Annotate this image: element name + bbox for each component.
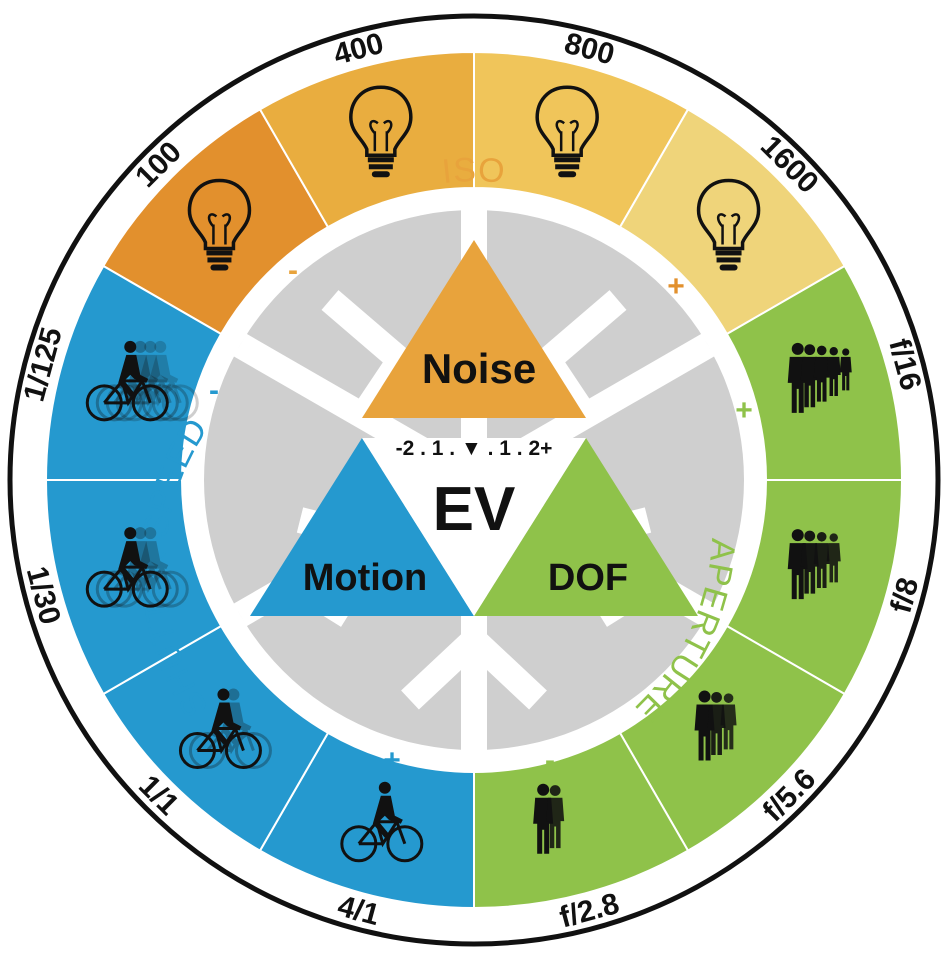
aperture-minus-sign: -	[545, 744, 555, 777]
noise-triangle	[362, 240, 586, 418]
shutter-plus-sign: +	[383, 744, 401, 777]
aperture-plus-sign: +	[735, 394, 753, 427]
motion-triangle	[250, 438, 474, 616]
iso-minus-sign: -	[288, 254, 298, 287]
ev-label: EV	[433, 475, 516, 544]
motion-label: Motion	[303, 557, 428, 599]
iso-title: ISO	[440, 151, 507, 191]
ev-center-triangle	[362, 438, 586, 616]
ev-scale: -2 . 1 . ▼ . 1 . 2+	[396, 437, 553, 460]
shutter-minus-sign: -	[209, 374, 219, 407]
iso-plus-sign: +	[667, 270, 685, 303]
noise-label: Noise	[422, 345, 536, 392]
dof-label: DOF	[548, 557, 628, 599]
dof-triangle	[474, 438, 698, 616]
